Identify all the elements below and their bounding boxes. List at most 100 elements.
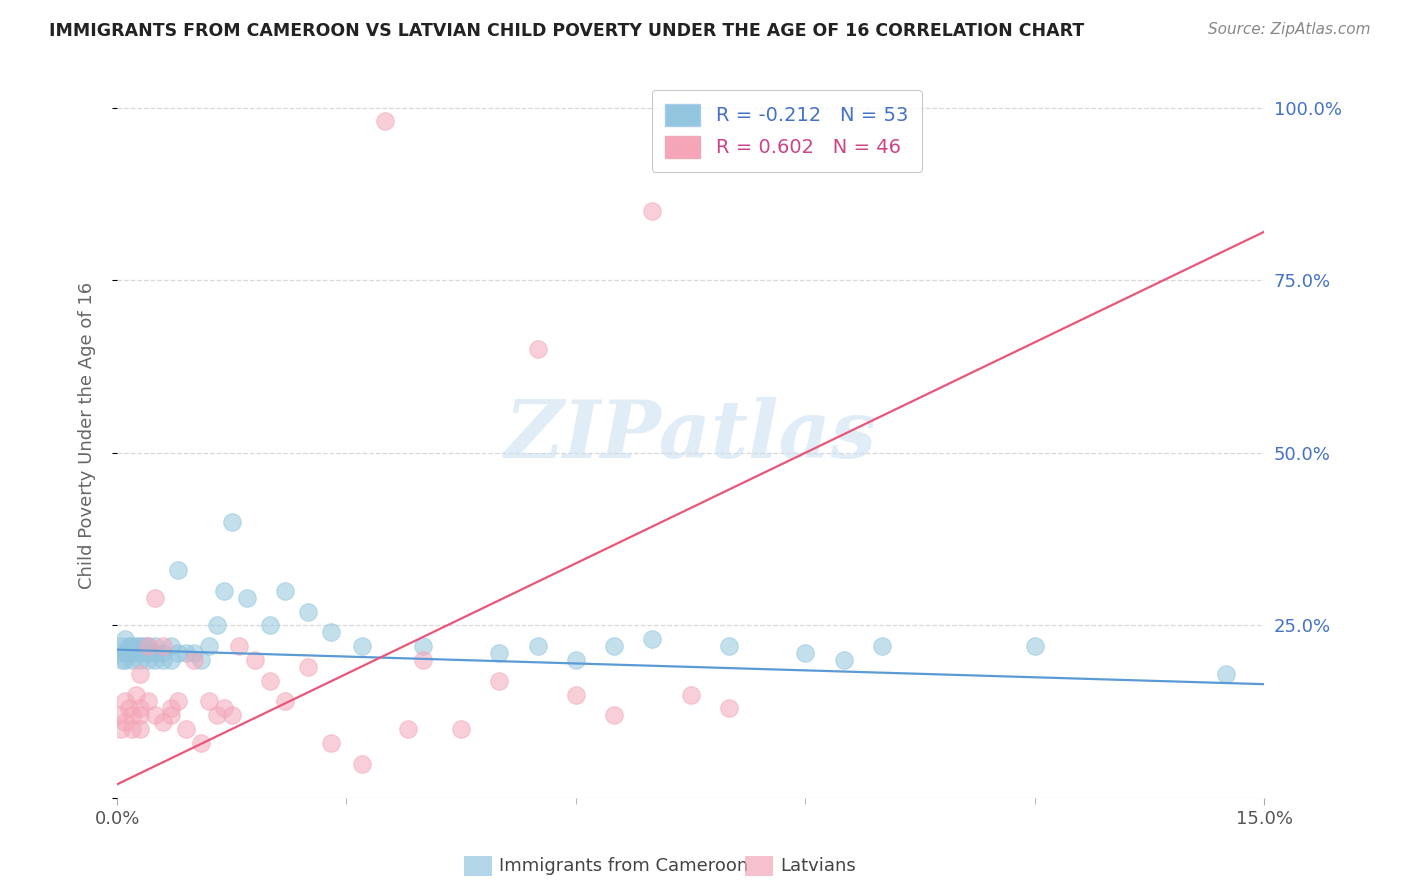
Point (297, 605, 319, 619)
Point (221, 515, 243, 529)
Point (794, 646, 817, 660)
Point (350, 639, 373, 653)
Point (183, 646, 205, 660)
Point (167, 563, 190, 577)
Point (641, 632, 664, 647)
Text: ZIPatlas: ZIPatlas (505, 397, 877, 475)
Text: Source: ZipAtlas.com: Source: ZipAtlas.com (1208, 22, 1371, 37)
Point (110, 639, 132, 653)
Point (129, 722, 152, 736)
Point (114, 646, 136, 660)
Point (136, 639, 159, 653)
Point (143, 591, 166, 605)
Point (120, 646, 142, 660)
Point (679, 688, 702, 702)
Point (114, 653, 136, 667)
Point (321, 625, 343, 640)
Text: Latvians: Latvians (780, 857, 856, 875)
Point (129, 708, 152, 723)
Point (488, 646, 510, 660)
Point (129, 701, 152, 715)
Point (412, 639, 434, 653)
Point (641, 204, 664, 219)
Point (396, 722, 419, 736)
Point (132, 639, 155, 653)
Point (121, 639, 143, 653)
Point (1215, 666, 1237, 681)
Point (228, 639, 250, 653)
Point (717, 701, 740, 715)
Point (152, 653, 174, 667)
Point (350, 756, 373, 771)
Point (129, 653, 152, 667)
Point (259, 673, 281, 688)
Point (114, 715, 136, 730)
Point (488, 673, 510, 688)
Point (136, 653, 159, 667)
Point (174, 722, 197, 736)
Point (107, 708, 129, 723)
Point (121, 708, 143, 723)
Point (159, 701, 181, 715)
Point (114, 632, 136, 647)
Point (114, 694, 136, 708)
Point (412, 653, 434, 667)
Point (117, 639, 139, 653)
Point (125, 639, 148, 653)
Point (236, 591, 259, 605)
Point (198, 694, 221, 708)
Point (198, 639, 221, 653)
Y-axis label: Child Poverty Under the Age of 16: Child Poverty Under the Age of 16 (79, 282, 96, 589)
Point (274, 583, 297, 598)
Point (129, 666, 152, 681)
Point (321, 736, 343, 750)
Point (121, 722, 143, 736)
Point (603, 639, 626, 653)
Point (143, 646, 166, 660)
Point (143, 653, 166, 667)
Point (152, 639, 174, 653)
Point (297, 660, 319, 674)
Point (205, 708, 228, 723)
Point (143, 708, 166, 723)
Point (110, 722, 132, 736)
Point (159, 653, 181, 667)
Point (212, 583, 235, 598)
Point (565, 688, 588, 702)
Point (183, 653, 205, 667)
Text: Immigrants from Cameroon: Immigrants from Cameroon (499, 857, 748, 875)
Point (832, 653, 855, 667)
Point (136, 639, 159, 653)
Point (717, 639, 740, 653)
Point (167, 694, 190, 708)
Point (190, 736, 212, 750)
Point (136, 694, 159, 708)
Point (121, 646, 143, 660)
Point (1024, 639, 1046, 653)
Point (129, 646, 152, 660)
Point (526, 343, 548, 357)
Point (136, 646, 159, 660)
Point (190, 653, 212, 667)
Point (159, 708, 181, 723)
Point (526, 639, 548, 653)
Legend: R = -0.212   N = 53, R = 0.602   N = 46: R = -0.212 N = 53, R = 0.602 N = 46 (651, 90, 922, 172)
Point (152, 715, 174, 730)
Point (125, 688, 148, 702)
Point (143, 639, 166, 653)
Point (374, 114, 396, 128)
Point (274, 694, 297, 708)
Point (870, 639, 893, 653)
Point (243, 653, 266, 667)
Point (152, 646, 174, 660)
Point (117, 701, 139, 715)
Point (221, 708, 243, 723)
Point (603, 708, 626, 723)
Point (450, 722, 472, 736)
Text: IMMIGRANTS FROM CAMEROON VS LATVIAN CHILD POVERTY UNDER THE AGE OF 16 CORRELATIO: IMMIGRANTS FROM CAMEROON VS LATVIAN CHIL… (49, 22, 1084, 40)
Point (565, 653, 588, 667)
Point (174, 646, 197, 660)
Point (259, 618, 281, 632)
Point (107, 646, 129, 660)
Point (212, 701, 235, 715)
